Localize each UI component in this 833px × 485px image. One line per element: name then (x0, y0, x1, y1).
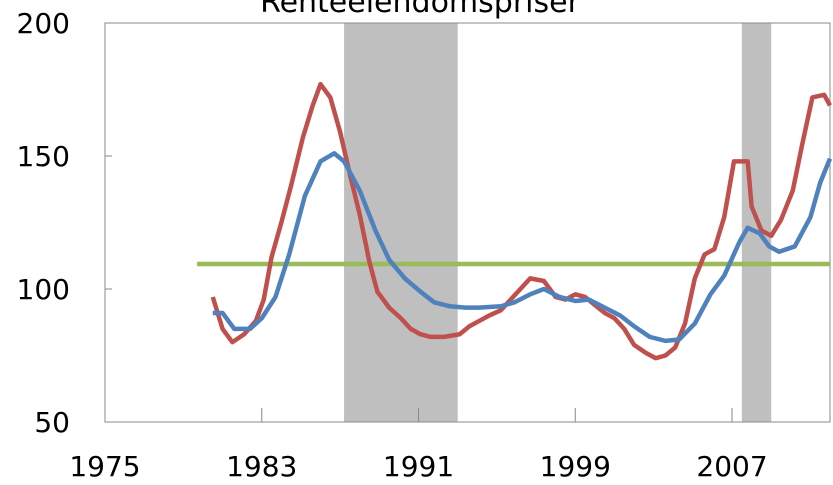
y-tick-label: 50 (34, 406, 70, 439)
chart-title: Renteeiendomspriser (260, 0, 581, 20)
x-tick-label: 1991 (383, 450, 454, 483)
y-tick-label: 150 (17, 140, 70, 173)
y-tick-label: 100 (17, 273, 70, 306)
x-tick-label: 2007 (696, 450, 767, 483)
series-line (210, 81, 832, 361)
x-tick-label: 1975 (69, 450, 140, 483)
y-tick-label: 200 (17, 7, 70, 40)
plot-frame (104, 22, 831, 423)
x-tick-label: 1999 (540, 450, 611, 483)
x-tick-label: 1983 (226, 450, 297, 483)
series-line (212, 151, 833, 344)
